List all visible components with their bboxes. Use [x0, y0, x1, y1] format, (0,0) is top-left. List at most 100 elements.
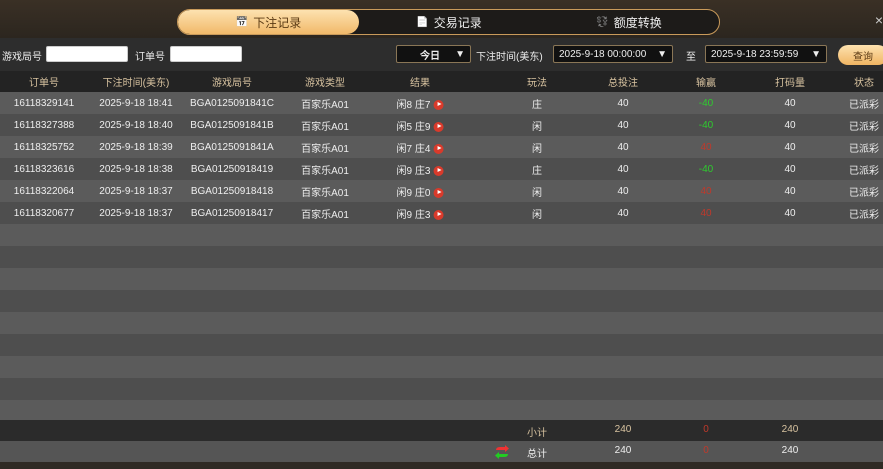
table-row [0, 400, 883, 422]
column-header-turnover[interactable]: 打码量 [775, 78, 805, 89]
cell-bet-time: 2025-9-18 18:41 [99, 97, 173, 109]
column-header-game-round[interactable]: 游戏局号 [212, 78, 252, 89]
table-row [0, 246, 883, 268]
cell-bet-time: 2025-9-18 18:39 [99, 141, 173, 153]
cell-bet-time: 2025-9-18 18:40 [99, 119, 173, 131]
subtotal-turnover: 240 [781, 424, 799, 435]
cell-order-id: 16118322064 [13, 185, 75, 197]
column-header-total-bet[interactable]: 总投注 [608, 78, 638, 89]
column-header-result[interactable]: 结果 [410, 78, 430, 89]
play-replay-icon[interactable] [433, 99, 444, 110]
cell-status: 已派彩 [849, 143, 879, 155]
table-row [0, 334, 883, 356]
cell-result: 闲9 庄0 [397, 184, 444, 199]
cell-result: 闲7 庄4 [397, 140, 444, 155]
cell-status: 已派彩 [849, 99, 879, 111]
cell-order-id: 16118329141 [13, 97, 75, 109]
cell-bet-time: 2025-9-18 18:37 [99, 207, 173, 219]
query-button[interactable]: 查询 [838, 45, 883, 65]
cell-game-type: 百家乐A01 [301, 187, 349, 199]
cell-status: 已派彩 [849, 165, 879, 177]
cell-bet-type: 闲 [532, 143, 542, 155]
play-replay-icon[interactable] [433, 187, 444, 198]
period-select[interactable]: 今日 ▼ [396, 45, 471, 63]
cell-result: 闲9 庄3 [397, 162, 444, 177]
tab-2[interactable]: 💱 额度转换 [539, 10, 719, 34]
end-time-select[interactable]: 2025-9-18 23:59:59 ▼ [705, 45, 827, 63]
cell-game-type: 百家乐A01 [301, 99, 349, 111]
period-value: 今日 [420, 50, 440, 62]
order-input[interactable] [170, 46, 242, 62]
tab-1[interactable]: 📄 交易记录 [359, 10, 539, 34]
cell-turnover: 40 [784, 163, 796, 175]
column-header-bet-type[interactable]: 玩法 [527, 78, 547, 89]
cell-status: 已派彩 [849, 187, 879, 199]
column-header-status[interactable]: 状态 [854, 78, 874, 89]
cell-bet-type: 闲 [532, 187, 542, 199]
cell-turnover: 40 [784, 97, 796, 109]
cell-bet-type: 庄 [532, 165, 542, 177]
end-time-value: 2025-9-18 23:59:59 [711, 48, 799, 60]
table-row: 16118320677 2025-9-18 18:37 BGA01250918417… [0, 202, 883, 224]
cell-game-round: BGA01250918418 [190, 185, 274, 197]
cell-total-bet: 40 [617, 119, 629, 131]
total-label: 总计 [527, 449, 547, 460]
cell-game-round: BGA01250918419 [190, 163, 274, 175]
play-replay-icon[interactable] [433, 209, 444, 220]
cell-game-round: BGA0125091841C [190, 97, 274, 109]
chevron-down-icon: ▼ [811, 48, 821, 60]
start-time-select[interactable]: 2025-9-18 00:00:00 ▼ [553, 45, 673, 63]
play-replay-icon[interactable] [433, 143, 444, 154]
cell-win-loss: -40 [698, 119, 714, 131]
cell-result: 闲5 庄9 [397, 118, 444, 133]
cell-total-bet: 40 [617, 97, 629, 109]
table-row [0, 356, 883, 378]
table-row [0, 290, 883, 312]
cell-order-id: 16118325752 [13, 141, 75, 153]
close-icon[interactable]: × [874, 12, 883, 28]
cell-game-type: 百家乐A01 [301, 143, 349, 155]
table-row [0, 312, 883, 334]
play-replay-icon[interactable] [433, 121, 444, 132]
cell-bet-type: 闲 [532, 209, 542, 221]
cell-bet-type: 闲 [532, 121, 542, 133]
order-label: 订单号 [135, 52, 165, 63]
cell-status: 已派彩 [849, 209, 879, 221]
table-row: 16118327388 2025-9-18 18:40 BGA0125091841B… [0, 114, 883, 136]
cell-order-id: 16118320677 [13, 207, 75, 219]
cell-win-loss: -40 [698, 163, 714, 175]
table-header: 订单号 下注时间(美东) 游戏局号 游戏类型 结果 玩法 总投注 输赢 打码量 状态 [0, 71, 883, 92]
total-bet: 240 [614, 445, 632, 456]
subtotal-row: 小计 240 0 240 [0, 420, 883, 441]
total-win: 0 [703, 445, 709, 456]
column-header-win-loss[interactable]: 输赢 [696, 78, 716, 89]
refresh-arrows-icon[interactable] [494, 445, 510, 459]
bet-records-table: 订单号 下注时间(美东) 游戏局号 游戏类型 结果 玩法 总投注 输赢 打码量 状态 1611832… [0, 71, 883, 422]
cell-total-bet: 40 [617, 141, 629, 153]
cell-win-loss: 40 [700, 185, 712, 197]
cell-turnover: 40 [784, 207, 796, 219]
calendar-icon: 📅 [235, 16, 249, 28]
cell-result: 闲9 庄3 [397, 206, 444, 221]
tab-0[interactable]: 📅 下注记录 [178, 10, 359, 34]
cell-order-id: 16118323616 [13, 163, 75, 175]
cell-total-bet: 40 [617, 163, 629, 175]
cell-game-type: 百家乐A01 [301, 209, 349, 221]
total-row: 总计 240 0 240 [0, 441, 883, 462]
cell-bet-time: 2025-9-18 18:37 [99, 185, 173, 197]
filter-bar: 游戏局号 订单号 今日 ▼ 下注时间(美东) 2025-9-18 00:00:00… [0, 38, 883, 71]
cell-bet-time: 2025-9-18 18:38 [99, 163, 173, 175]
tab-label: 额度转换 [613, 15, 662, 30]
play-replay-icon[interactable] [433, 165, 444, 176]
start-time-value: 2025-9-18 00:00:00 [559, 48, 647, 60]
table-row [0, 378, 883, 400]
game-round-input[interactable] [46, 46, 128, 62]
column-header-game-type[interactable]: 游戏类型 [305, 78, 345, 89]
table-row [0, 224, 883, 246]
total-turnover: 240 [781, 445, 799, 456]
subtotal-win: 0 [703, 424, 709, 435]
chevron-down-icon: ▼ [455, 48, 465, 60]
cell-game-type: 百家乐A01 [301, 121, 349, 133]
column-header-bet-time[interactable]: 下注时间(美东) [102, 78, 170, 89]
column-header-order-id[interactable]: 订单号 [29, 78, 59, 89]
